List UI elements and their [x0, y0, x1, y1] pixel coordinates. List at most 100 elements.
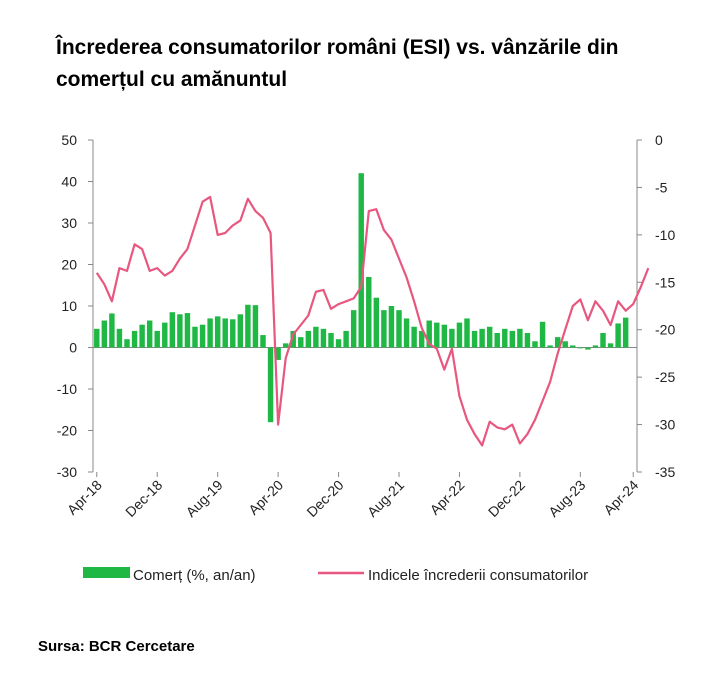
bar	[169, 312, 176, 348]
legend: Comerț (%, an/an) Indicele încrederii con…	[83, 567, 588, 584]
bar	[214, 316, 221, 348]
bar	[547, 345, 553, 348]
bar	[305, 330, 312, 348]
x-tick-label: Dec-22	[485, 477, 528, 520]
bar	[162, 322, 168, 348]
bar	[267, 347, 274, 423]
x-tick-label: Apr-22	[427, 477, 468, 518]
left-tick-label: -20	[57, 423, 77, 439]
bar	[600, 332, 606, 348]
bar	[343, 330, 349, 348]
bar	[366, 276, 372, 348]
bar	[403, 318, 410, 348]
x-tick-label: Apr-20	[245, 477, 286, 518]
bar	[199, 324, 206, 348]
bar	[116, 328, 123, 348]
bar	[328, 332, 334, 348]
bar	[275, 347, 281, 360]
bar	[381, 310, 387, 348]
bar	[131, 330, 138, 348]
legend-swatch-bars	[83, 567, 130, 578]
right-tick-label: -10	[655, 227, 675, 243]
bar	[622, 317, 629, 348]
right-tick-label: -35	[655, 464, 675, 480]
left-tick-label: 0	[69, 340, 77, 356]
left-tick-label: -10	[57, 381, 77, 397]
bar	[388, 306, 395, 348]
right-tick-label: -15	[655, 274, 675, 290]
bar	[471, 330, 478, 348]
bar	[237, 314, 244, 348]
right-tick-label: -20	[655, 322, 675, 338]
bar	[124, 339, 130, 348]
bar	[245, 304, 251, 348]
bar	[434, 322, 440, 348]
bar	[101, 320, 108, 348]
bar	[177, 314, 183, 348]
bar	[350, 310, 357, 348]
bar	[298, 337, 304, 348]
bar	[509, 330, 516, 348]
x-tick-label: Dec-20	[303, 477, 346, 520]
bar	[313, 326, 319, 348]
bar	[441, 324, 448, 348]
bar	[570, 345, 576, 348]
bar	[154, 330, 160, 348]
axes-layer	[88, 139, 642, 477]
bar	[109, 313, 115, 348]
bar	[139, 324, 145, 348]
x-tick-label: Dec-18	[122, 477, 165, 520]
x-tick-label: Apr-18	[64, 477, 105, 518]
left-tick-label: 30	[61, 215, 77, 231]
bar	[230, 319, 236, 348]
bar	[411, 326, 417, 348]
bar	[517, 328, 523, 348]
bar-series	[94, 173, 629, 423]
bar	[502, 328, 508, 348]
left-tick-label: -30	[57, 464, 77, 480]
line-series	[95, 195, 650, 447]
bar	[585, 347, 591, 350]
bar	[524, 332, 531, 348]
bar	[577, 347, 584, 349]
left-tick-label: 20	[61, 257, 77, 273]
bar	[252, 305, 259, 348]
right-tick-label: -5	[655, 179, 668, 195]
bar	[358, 173, 364, 348]
source-note: Sursa: BCR Cercetare	[38, 638, 195, 655]
chart-title: Încrederea consumatorilor români (ESI) v…	[56, 36, 619, 91]
bar	[479, 328, 485, 348]
bar	[464, 318, 470, 348]
bar	[320, 328, 327, 348]
bar	[456, 322, 463, 348]
x-tick-label: Apr-24	[600, 477, 641, 518]
bar	[282, 343, 289, 348]
bar	[260, 335, 266, 348]
bar	[373, 297, 380, 348]
bar	[607, 343, 614, 348]
bar	[486, 326, 493, 348]
bar	[539, 321, 546, 348]
x-tick-label: Aug-19	[183, 477, 226, 520]
bar	[449, 328, 455, 348]
bar	[184, 313, 191, 348]
right-tick-label: 0	[655, 132, 663, 148]
bar	[562, 341, 568, 348]
right-tick-label: -30	[655, 417, 675, 433]
bar	[396, 310, 402, 348]
x-tick-label: Aug-23	[545, 477, 588, 520]
bar	[554, 337, 561, 348]
bar	[426, 320, 432, 348]
left-tick-label: 50	[61, 132, 77, 148]
bar	[615, 323, 621, 348]
bar	[222, 318, 228, 348]
legend-label-line: Indicele încrederii consumatorilor	[368, 567, 588, 584]
legend-label-bars: Comerț (%, an/an)	[133, 567, 256, 584]
left-tick-label: 40	[61, 174, 77, 190]
bar	[335, 339, 342, 348]
left-tick-label: 10	[61, 298, 77, 314]
right-tick-label: -25	[655, 369, 675, 385]
bar	[290, 330, 296, 348]
bar	[418, 330, 425, 348]
